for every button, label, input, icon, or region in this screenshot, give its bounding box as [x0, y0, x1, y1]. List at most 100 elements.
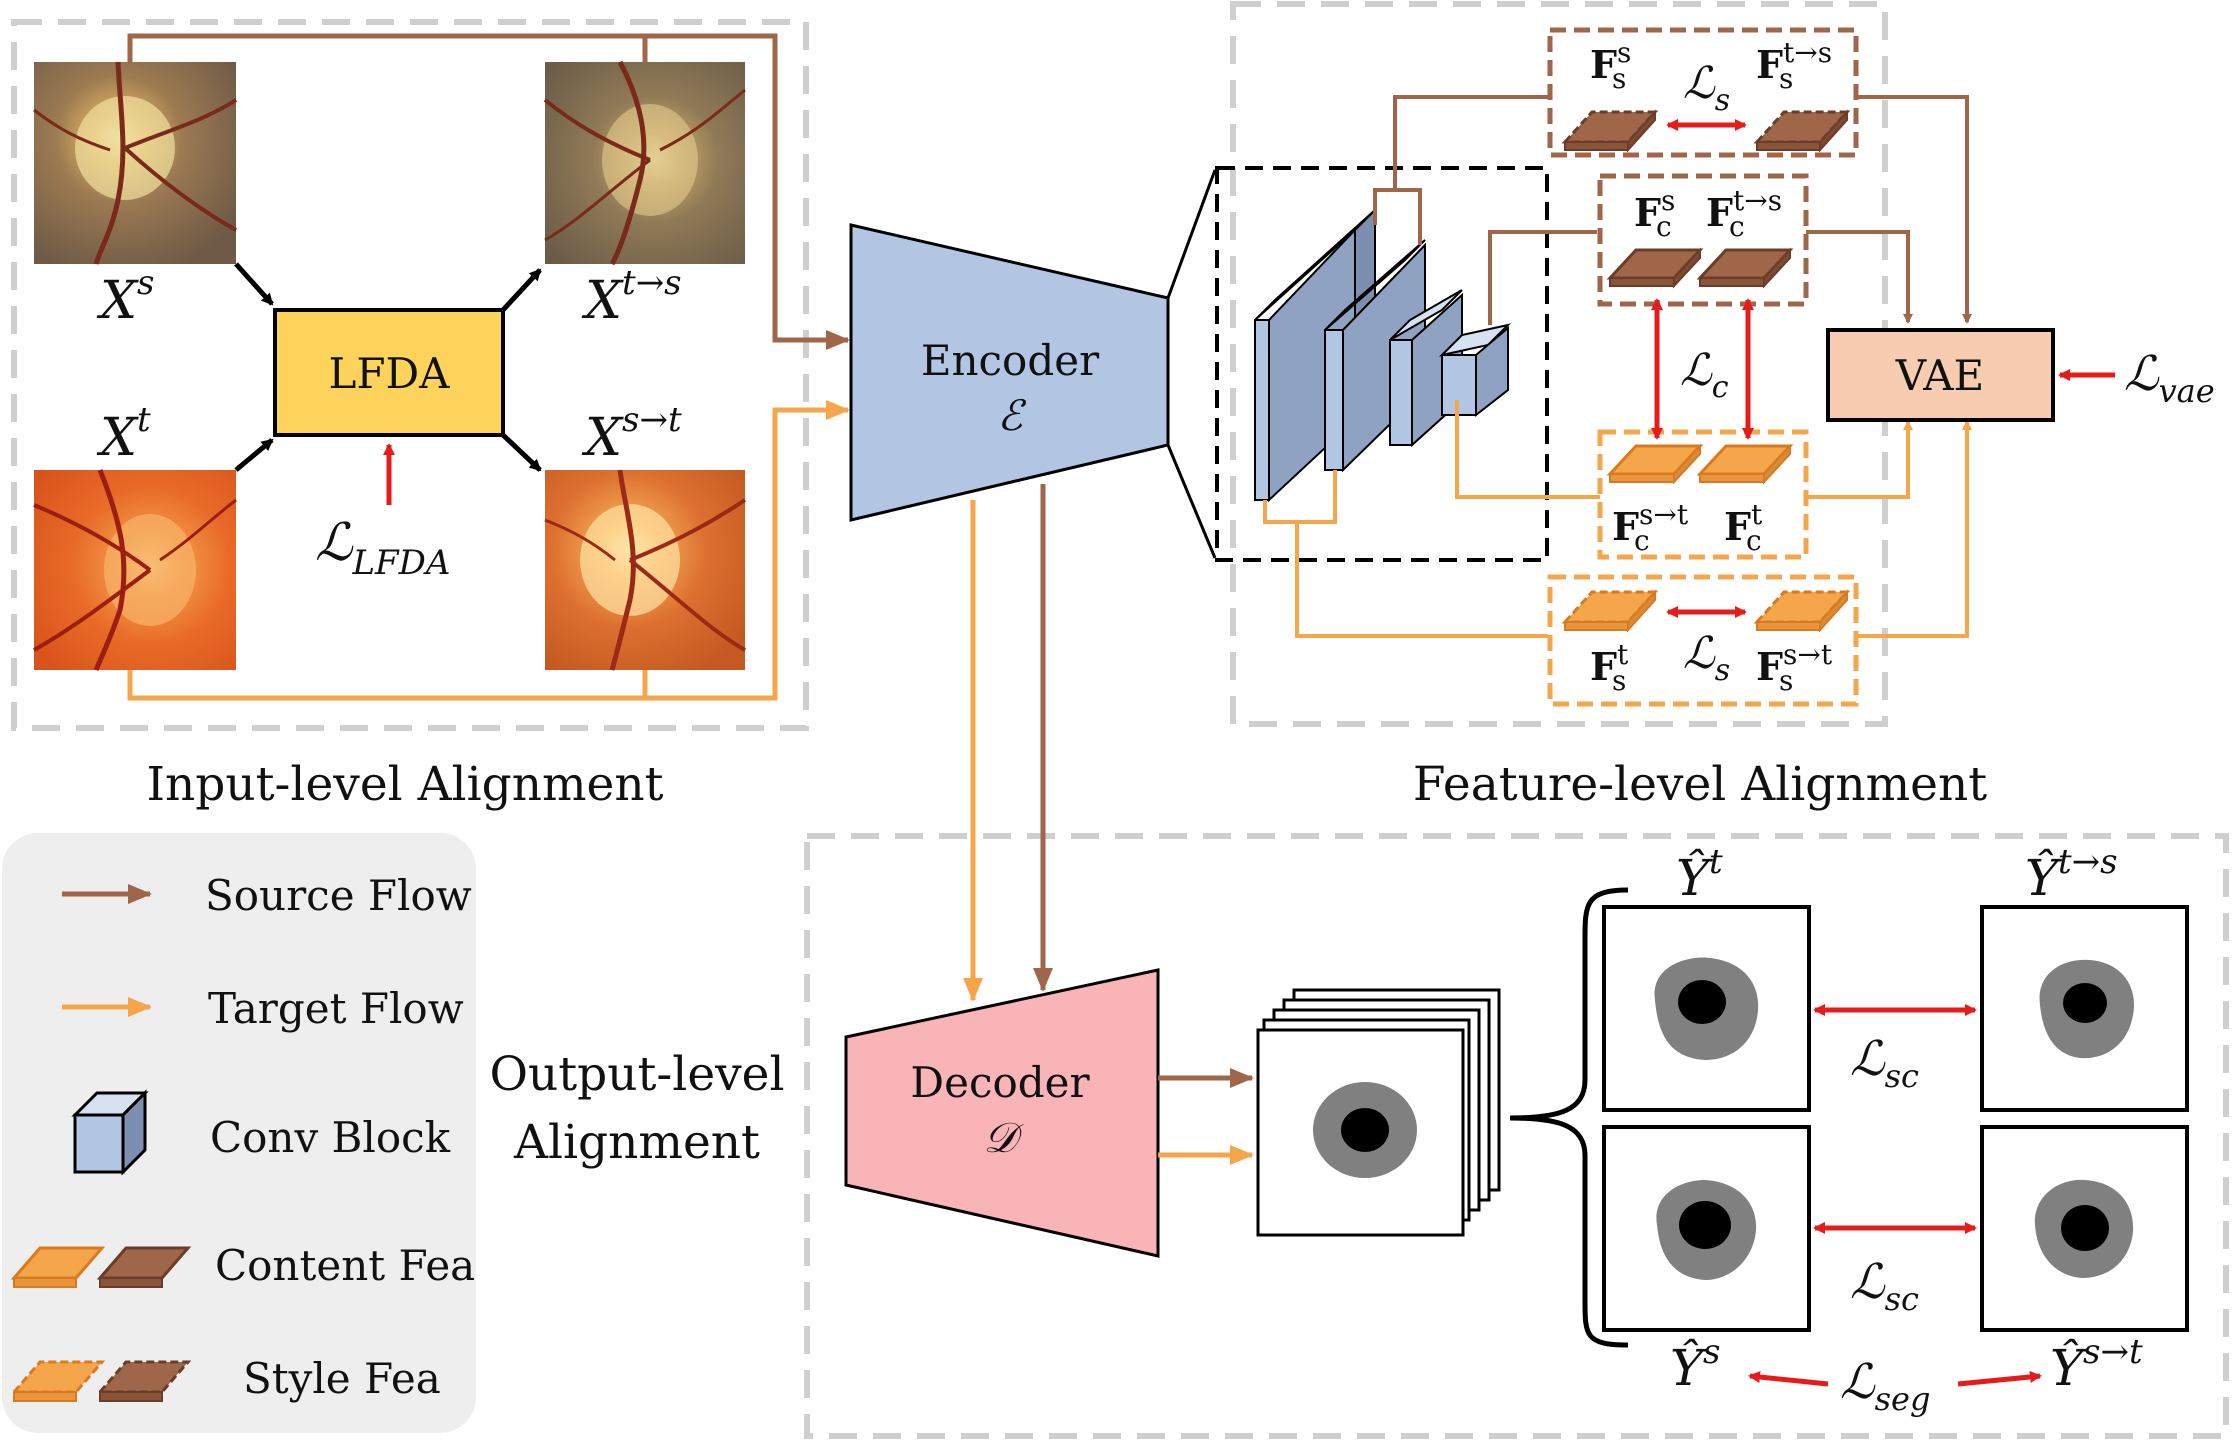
loss-sc-top: ℒsc	[1850, 1031, 1919, 1095]
feature-fcts-sub: c	[1729, 210, 1745, 243]
legend-conv-block: Conv Block	[210, 1113, 451, 1162]
prediction-map-yt	[1602, 905, 1811, 1112]
feature-fst: Ft	[1590, 638, 1629, 689]
fundus-image-xs	[33, 61, 238, 265]
feature-fsts-sub: s	[1779, 62, 1793, 95]
output-level-title-line1: Output-level	[489, 1047, 784, 1102]
arrow-loss-seg-right	[1957, 1370, 2042, 1387]
feature-fcts: Ft→s	[1706, 184, 1782, 235]
source-flow-input	[127, 33, 648, 62]
loss-lfda: ℒLFDA	[315, 513, 450, 583]
label-xts: Xt→s	[581, 263, 682, 331]
encoder-symbol: ℰ	[997, 391, 1027, 440]
vae-in-target-content	[1806, 420, 1913, 499]
prediction-map-yst	[1980, 1125, 2189, 1332]
input-level-title: Input-level Alignment	[146, 757, 663, 812]
loss-c: ℒc	[1680, 345, 1729, 405]
label-yt: Ŷt	[1676, 842, 1723, 907]
feature-fsst: Fs→t	[1756, 638, 1833, 689]
legend-style-fea: Style Fea	[243, 1354, 441, 1403]
conv-block-2	[1324, 239, 1426, 473]
legend-content-fea: Content Fea	[215, 1241, 475, 1290]
decoder-block	[844, 968, 1160, 1258]
output-level-frame	[804, 833, 2229, 1439]
target-style-flow	[1295, 522, 1548, 638]
loss-s-top: ℒs	[1683, 58, 1730, 118]
legend-conv-block-icon	[71, 1089, 149, 1176]
legend-style-fea-icon	[10, 1360, 192, 1402]
feature-fss-sub: s	[1612, 62, 1626, 95]
vae-label: VAE	[1895, 351, 1984, 400]
label-ys: Ŷs	[1670, 1332, 1720, 1397]
prediction-brace	[1509, 887, 1629, 1348]
feature-fct: Ft	[1724, 498, 1763, 549]
arrow-lfda-xst	[501, 433, 542, 472]
target-flow-input	[127, 670, 648, 701]
loss-vae: ℒvae	[2124, 346, 2215, 410]
content-fea-slab-fct	[1696, 443, 1794, 485]
feature-fct-sub: c	[1746, 524, 1762, 557]
target-content-flow	[1455, 400, 1600, 499]
style-fea-slab-fss	[1561, 109, 1659, 153]
content-fea-box-target	[1597, 429, 1809, 560]
input-level-frame	[11, 19, 809, 731]
label-xs: Xs	[96, 263, 154, 331]
legend-content-fea-icon	[10, 1246, 192, 1288]
content-fea-slab-fcs	[1606, 247, 1704, 289]
prediction-map-ys	[1602, 1125, 1811, 1332]
loss-s-bottom: ℒs	[1683, 628, 1730, 688]
loss-sc-bottom: ℒsc	[1850, 1254, 1919, 1318]
feature-fcst-sub: c	[1634, 524, 1650, 557]
feature-fsst-sub: s	[1779, 664, 1793, 697]
vae-in-source-style	[1856, 95, 1972, 324]
fundus-image-xst	[544, 469, 747, 671]
style-fea-slab-fsst	[1753, 589, 1851, 633]
feature-level-title: Feature-level Alignment	[1413, 757, 1987, 812]
feature-fss: Fs	[1590, 36, 1631, 87]
vae-in-target-style	[1856, 420, 1972, 638]
label-yst: Ŷs→t	[2050, 1332, 2143, 1397]
arrow-lfda-xts	[501, 268, 542, 312]
zoom-skip-bottom	[1263, 470, 1337, 524]
target-flow-to-encoder	[645, 400, 850, 701]
vae-in-source-content	[1806, 230, 1913, 324]
zoom-skip-top	[1373, 188, 1422, 245]
feature-fsts: Ft→s	[1756, 36, 1832, 87]
lfda-block	[273, 308, 505, 437]
source-flow-to-encoder	[645, 33, 850, 350]
lfda-label: LFDA	[328, 349, 450, 398]
style-fea-slab-fsts	[1753, 109, 1851, 153]
zoom-line-top	[1166, 169, 1217, 299]
feature-fst-sub: s	[1612, 664, 1626, 697]
source-content-flow	[1488, 230, 1597, 325]
label-xst: Xs→t	[581, 400, 682, 468]
arrow-xt-lfda	[234, 438, 274, 472]
feature-fcs-sub: c	[1656, 210, 1672, 243]
prediction-map-yts	[1980, 905, 2189, 1112]
style-fea-box-source	[1547, 27, 1859, 158]
content-fea-slab-fcts	[1696, 247, 1794, 289]
style-fea-box-target	[1547, 574, 1859, 707]
decoder-label: Decoder	[910, 1058, 1090, 1107]
content-fea-slab-fcst	[1606, 443, 1704, 485]
content-fea-box-source	[1597, 173, 1809, 307]
arrow-xs-lfda	[234, 262, 274, 306]
feature-fcst: Fs→t	[1612, 498, 1689, 549]
fundus-image-xts	[543, 60, 746, 266]
style-fea-slab-fst	[1561, 589, 1659, 633]
source-style-flow	[1393, 95, 1548, 190]
zoom-line-bottom	[1166, 444, 1217, 559]
legend-source-flow: Source Flow	[205, 871, 472, 920]
prediction-stack	[1256, 988, 1501, 1237]
encoder-zoom-box	[1215, 166, 1549, 562]
arrow-loss-seg-left	[1748, 1371, 1829, 1387]
encoder-label: Encoder	[921, 336, 1100, 385]
output-level-title-line2: Alignment	[513, 1115, 760, 1170]
fundus-image-xt	[33, 469, 237, 671]
label-yts: Ŷt→s	[2025, 842, 2118, 907]
vae-block	[1826, 328, 2055, 422]
loss-seg: ℒseg	[1840, 1354, 1930, 1418]
conv-block-4	[1438, 323, 1512, 418]
